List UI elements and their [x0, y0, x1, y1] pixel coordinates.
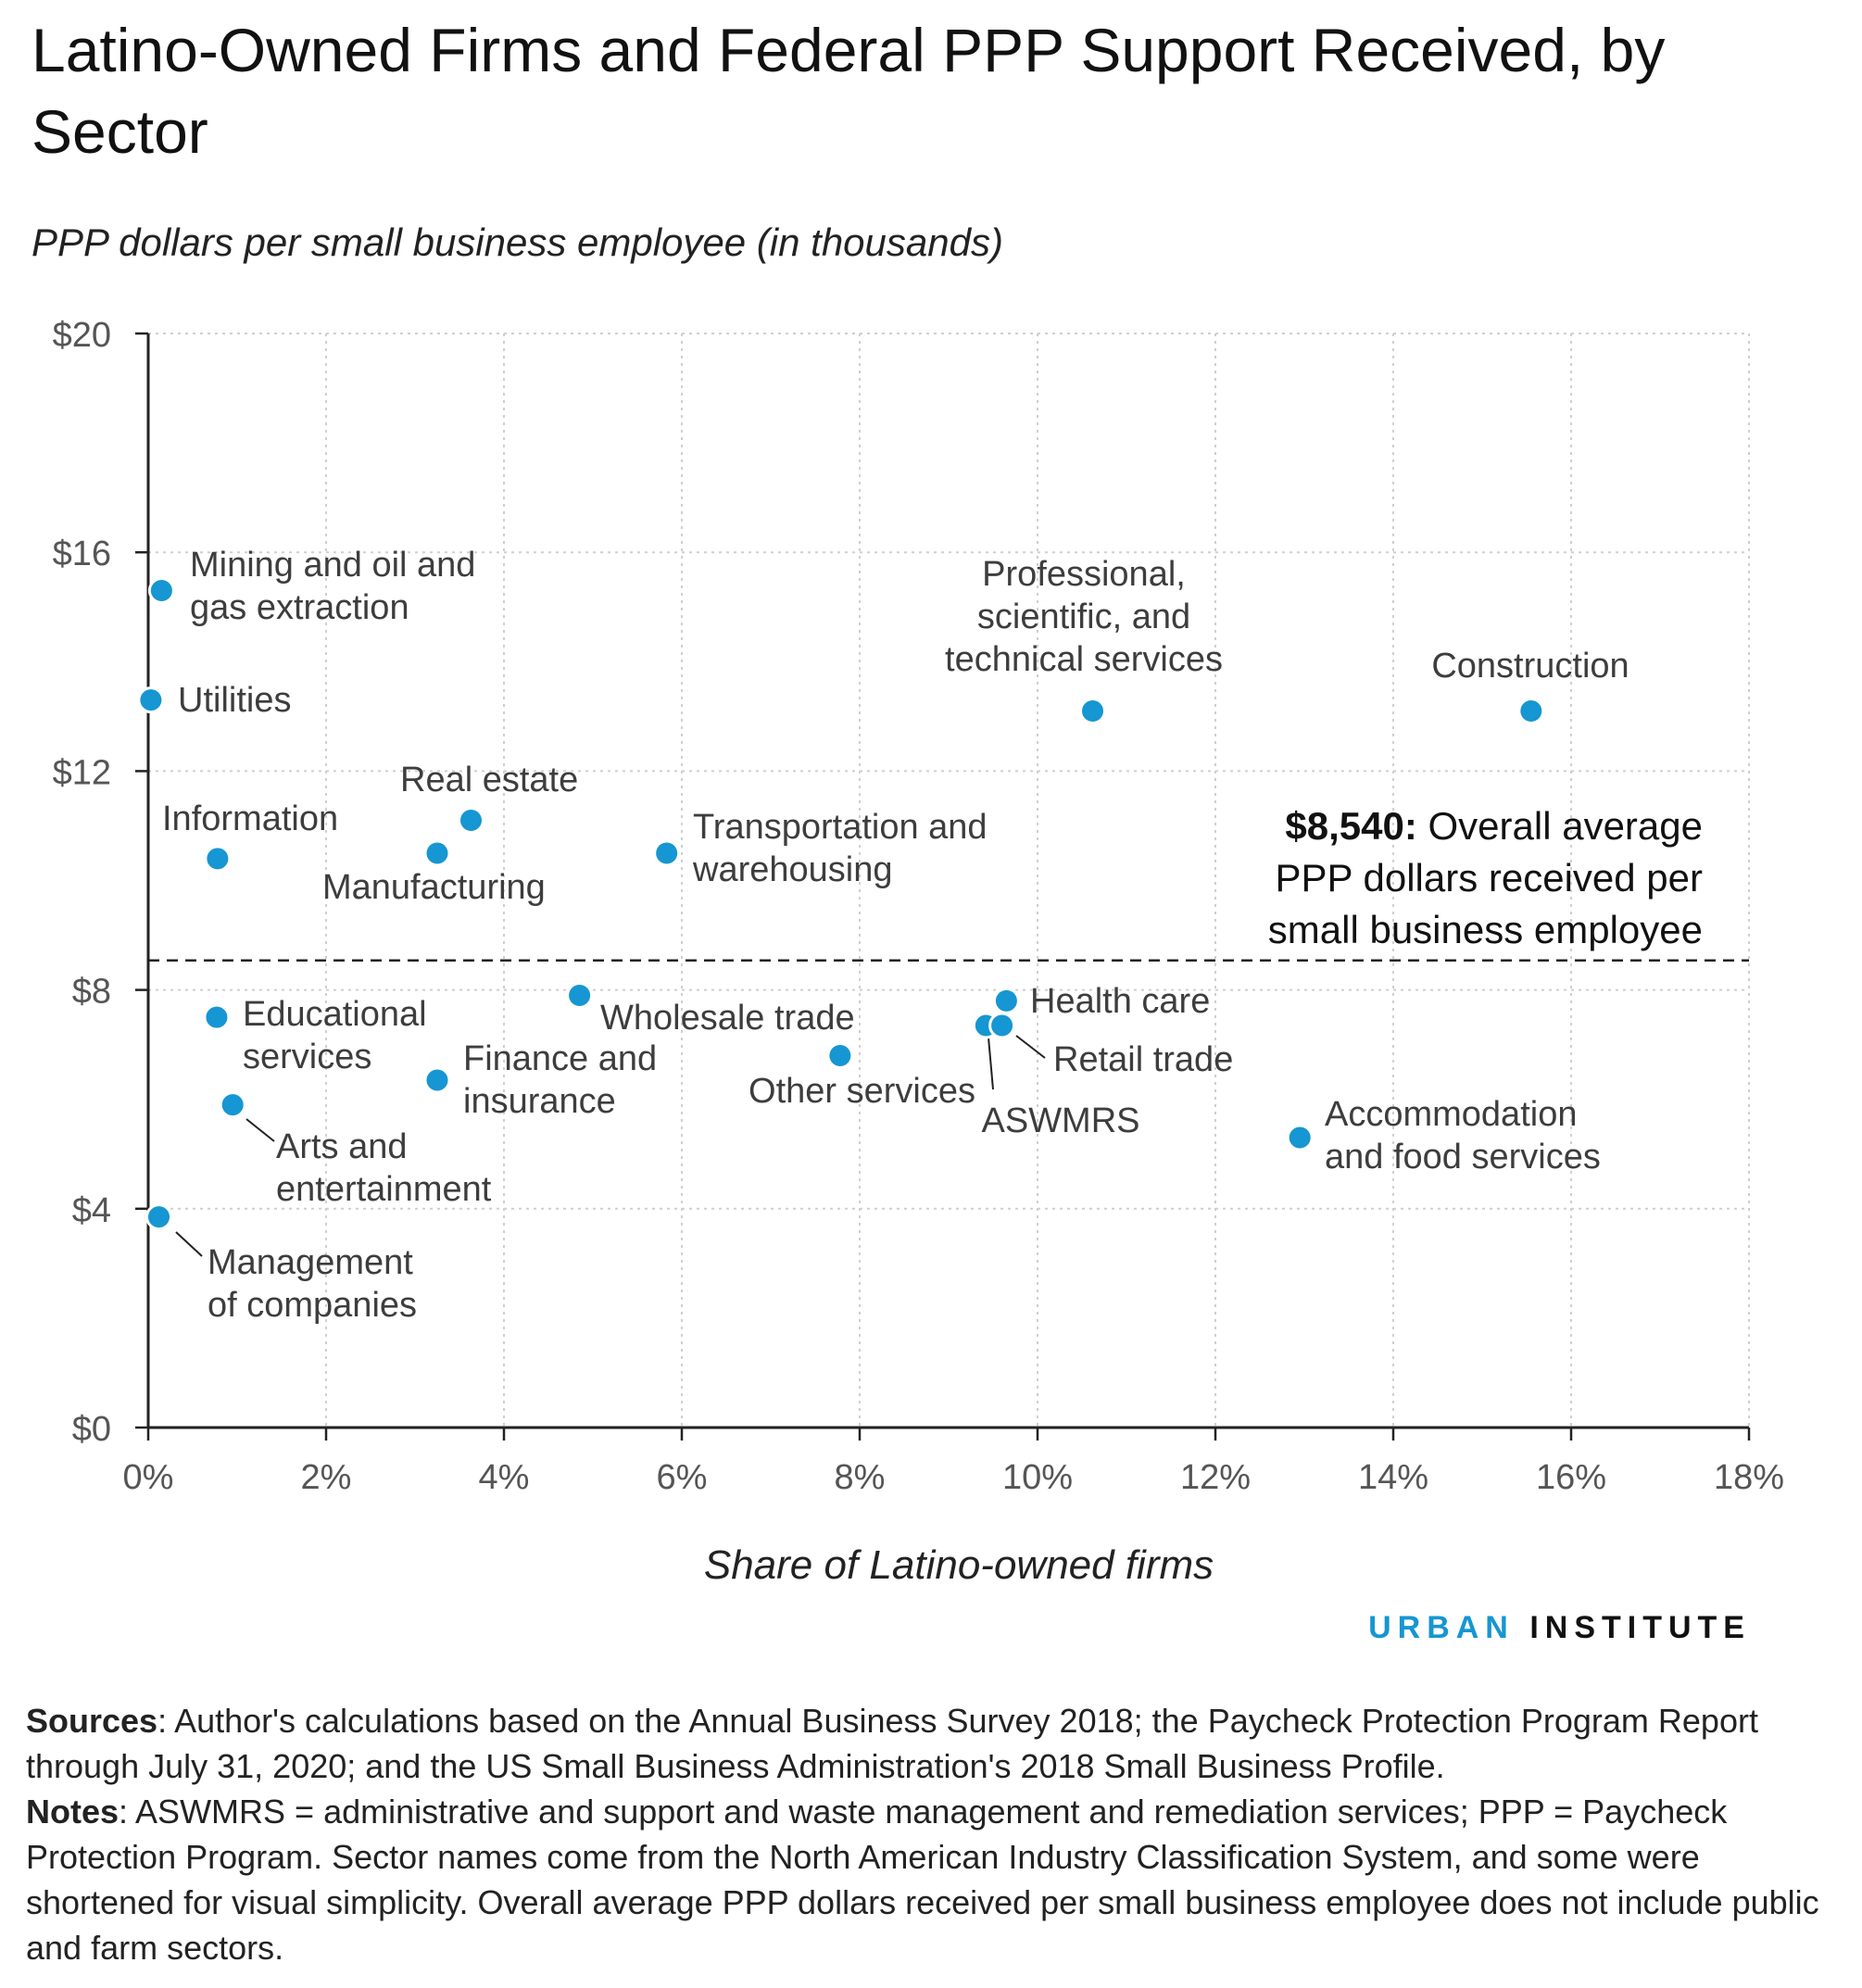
point-label: of companies [208, 1286, 417, 1325]
reference-annotation-line: $8,540: Overall average [1285, 804, 1703, 848]
x-tick-label: 14% [1358, 1458, 1428, 1497]
data-point [1517, 697, 1545, 724]
data-point [219, 1091, 246, 1119]
data-point [457, 807, 484, 835]
point-label: Finance and [463, 1039, 657, 1078]
point-label: technical services [945, 640, 1223, 679]
point-label: Management [208, 1243, 413, 1282]
leader-line [245, 1118, 275, 1142]
tick-labels: 0% 2% 4% 6% 8% 10% 12% 14% 16% 18% $0 $4 $8 $12 $16 $20 [53, 316, 1784, 1497]
x-tick-label: 2% [301, 1458, 352, 1497]
point-label: Retail trade [1053, 1040, 1233, 1079]
point-label: Health care [1030, 982, 1210, 1021]
x-tick-label: 16% [1536, 1458, 1606, 1497]
data-point [1286, 1124, 1314, 1151]
y-tick-label: $8 [72, 973, 111, 1012]
point-label: scientific, and [977, 598, 1190, 636]
point-label: services [243, 1038, 371, 1076]
x-tick-label: 4% [479, 1458, 530, 1497]
reference-annotation-line: PPP dollars received per [1276, 856, 1703, 900]
data-point [204, 845, 232, 873]
leader-line [988, 1037, 994, 1090]
data-point [423, 1066, 451, 1094]
data-point [145, 1203, 173, 1231]
notes-text: : ASWMRS = administrative and support an… [26, 1793, 1819, 1967]
footer-notes: Sources: Author's calculations based on … [26, 1698, 1842, 1970]
point-label: Utilities [178, 681, 291, 720]
point-label: Accommodation [1325, 1095, 1577, 1134]
logo-institute: INSTITUTE [1529, 1610, 1751, 1645]
sources-note: Sources: Author's calculations based on … [26, 1698, 1842, 1789]
point-label: Manufacturing [322, 868, 546, 907]
leader-line [175, 1231, 203, 1257]
notes-label: Notes [26, 1793, 120, 1831]
point-label: Construction [1431, 647, 1629, 686]
x-tick-label: 8% [835, 1458, 886, 1497]
data-point [992, 987, 1020, 1014]
point-label: Arts and [276, 1127, 408, 1166]
logo-urban: URBAN [1368, 1610, 1515, 1645]
x-tick-label: 12% [1180, 1458, 1251, 1497]
point-label: ASWMRS [982, 1101, 1140, 1140]
point-label: Information [162, 799, 338, 838]
data-point [653, 839, 681, 867]
chart-title: Latino-Owned Firms and Federal PPP Suppo… [31, 16, 1666, 166]
data-points [137, 577, 1545, 1231]
axes [135, 332, 1751, 1441]
sources-label: Sources [26, 1702, 158, 1740]
reference-annotation-bold: $8,540: [1285, 804, 1428, 848]
point-label: and food services [1325, 1138, 1601, 1176]
point-label: warehousing [692, 850, 892, 889]
data-point [1079, 697, 1107, 724]
data-point [203, 1003, 231, 1031]
sources-text: : Author's calculations based on the Ann… [26, 1702, 1758, 1785]
y-axis-title: PPP dollars per small business employee … [31, 220, 1003, 264]
point-label: Real estate [400, 761, 578, 799]
data-point [988, 1012, 1016, 1039]
reference-annotation-text: Overall average [1428, 804, 1703, 848]
x-tick-label: 6% [657, 1458, 708, 1497]
notes-note: Notes: ASWMRS = administrative and suppo… [26, 1789, 1842, 1970]
urban-institute-logo: URBAN INSTITUTE [1368, 1610, 1751, 1646]
reference-annotation-line: small business employee [1268, 908, 1703, 951]
x-tick-label: 18% [1714, 1458, 1784, 1497]
point-label: Transportation and [693, 808, 988, 847]
point-label: Other services [749, 1072, 975, 1111]
data-point [566, 982, 594, 1010]
data-point [423, 839, 451, 867]
point-label: Professional, [982, 555, 1186, 594]
y-tick-label: $16 [53, 535, 111, 573]
scatter-chart: 0% 2% 4% 6% 8% 10% 12% 14% 16% 18% $0 $4 $8 $12 $16 $20… [53, 316, 1784, 1497]
x-tick-label: 0% [123, 1458, 174, 1497]
data-point [137, 686, 165, 714]
x-axis-title: Share of Latino-owned firms [703, 1542, 1214, 1588]
point-label: entertainment [276, 1170, 492, 1209]
y-tick-label: $0 [72, 1410, 111, 1449]
point-label: gas extraction [190, 588, 409, 627]
y-tick-label: $4 [72, 1191, 111, 1230]
y-tick-label: $12 [53, 753, 111, 792]
x-tick-label: 10% [1002, 1458, 1073, 1497]
data-point [826, 1041, 854, 1069]
point-label: Mining and oil and [190, 546, 475, 585]
point-label: Educational [243, 995, 427, 1034]
point-label: Wholesale trade [600, 999, 855, 1038]
y-tick-label: $20 [53, 316, 111, 355]
data-point [147, 577, 175, 605]
leader-lines [175, 1035, 1046, 1257]
reference-line-group: $8,540: Overall average PPP dollars recei… [148, 804, 1749, 962]
leader-line [1015, 1035, 1046, 1059]
point-label: insurance [463, 1082, 616, 1121]
grid-lines [148, 333, 1750, 1428]
